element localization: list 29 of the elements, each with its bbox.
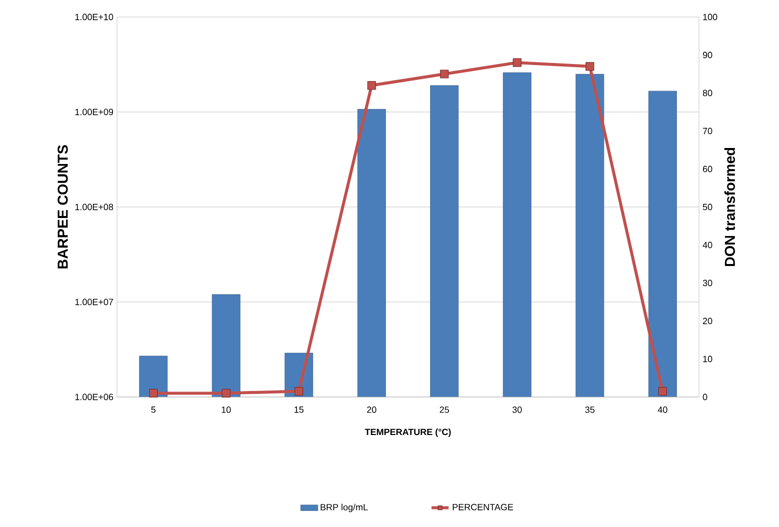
y2-tick-label: 50 — [702, 204, 712, 210]
x-tick-label: 25 — [440, 406, 449, 413]
y-tick-label: 1.00E+06 — [75, 394, 114, 400]
y-tick-label: 1.00E+09 — [75, 108, 114, 116]
y2-axis-title: DON transformed — [724, 148, 735, 266]
y2-tick-label: 20 — [702, 318, 712, 324]
x-tick-label: 30 — [512, 406, 522, 413]
x-tick-label: 5 — [151, 406, 156, 413]
y2-tick-label: 60 — [702, 166, 712, 172]
y2-tick-label: 100 — [703, 14, 718, 20]
y2-tick-label: 90 — [702, 52, 712, 58]
legend-label: BRP log/mL — [320, 504, 368, 512]
y2-tick-label: 80 — [702, 90, 712, 96]
x-tick-label: 15 — [294, 406, 304, 413]
y2-tick-label: 40 — [702, 242, 712, 248]
legend-label: PERCENTAGE — [452, 504, 514, 510]
y-tick-label: 1.00E+08 — [75, 204, 114, 210]
x-tick-label: 10 — [222, 406, 231, 413]
y2-tick-label: 30 — [702, 280, 712, 286]
y-axis-title: BARPEE COUNTS — [58, 145, 68, 268]
x-tick-label: 35 — [585, 406, 594, 413]
x-tick-label: 20 — [367, 406, 376, 413]
y2-tick-label: 10 — [703, 356, 712, 362]
x-tick-label: 40 — [658, 406, 668, 413]
y-tick-label: 1.00E+07 — [75, 298, 114, 306]
y-tick-label: 1.00E+10 — [75, 14, 114, 20]
y2-tick-label: 0 — [702, 394, 708, 400]
x-axis-title: TEMPERATURE (°C) — [364, 428, 451, 437]
y2-tick-label: 70 — [702, 128, 712, 134]
